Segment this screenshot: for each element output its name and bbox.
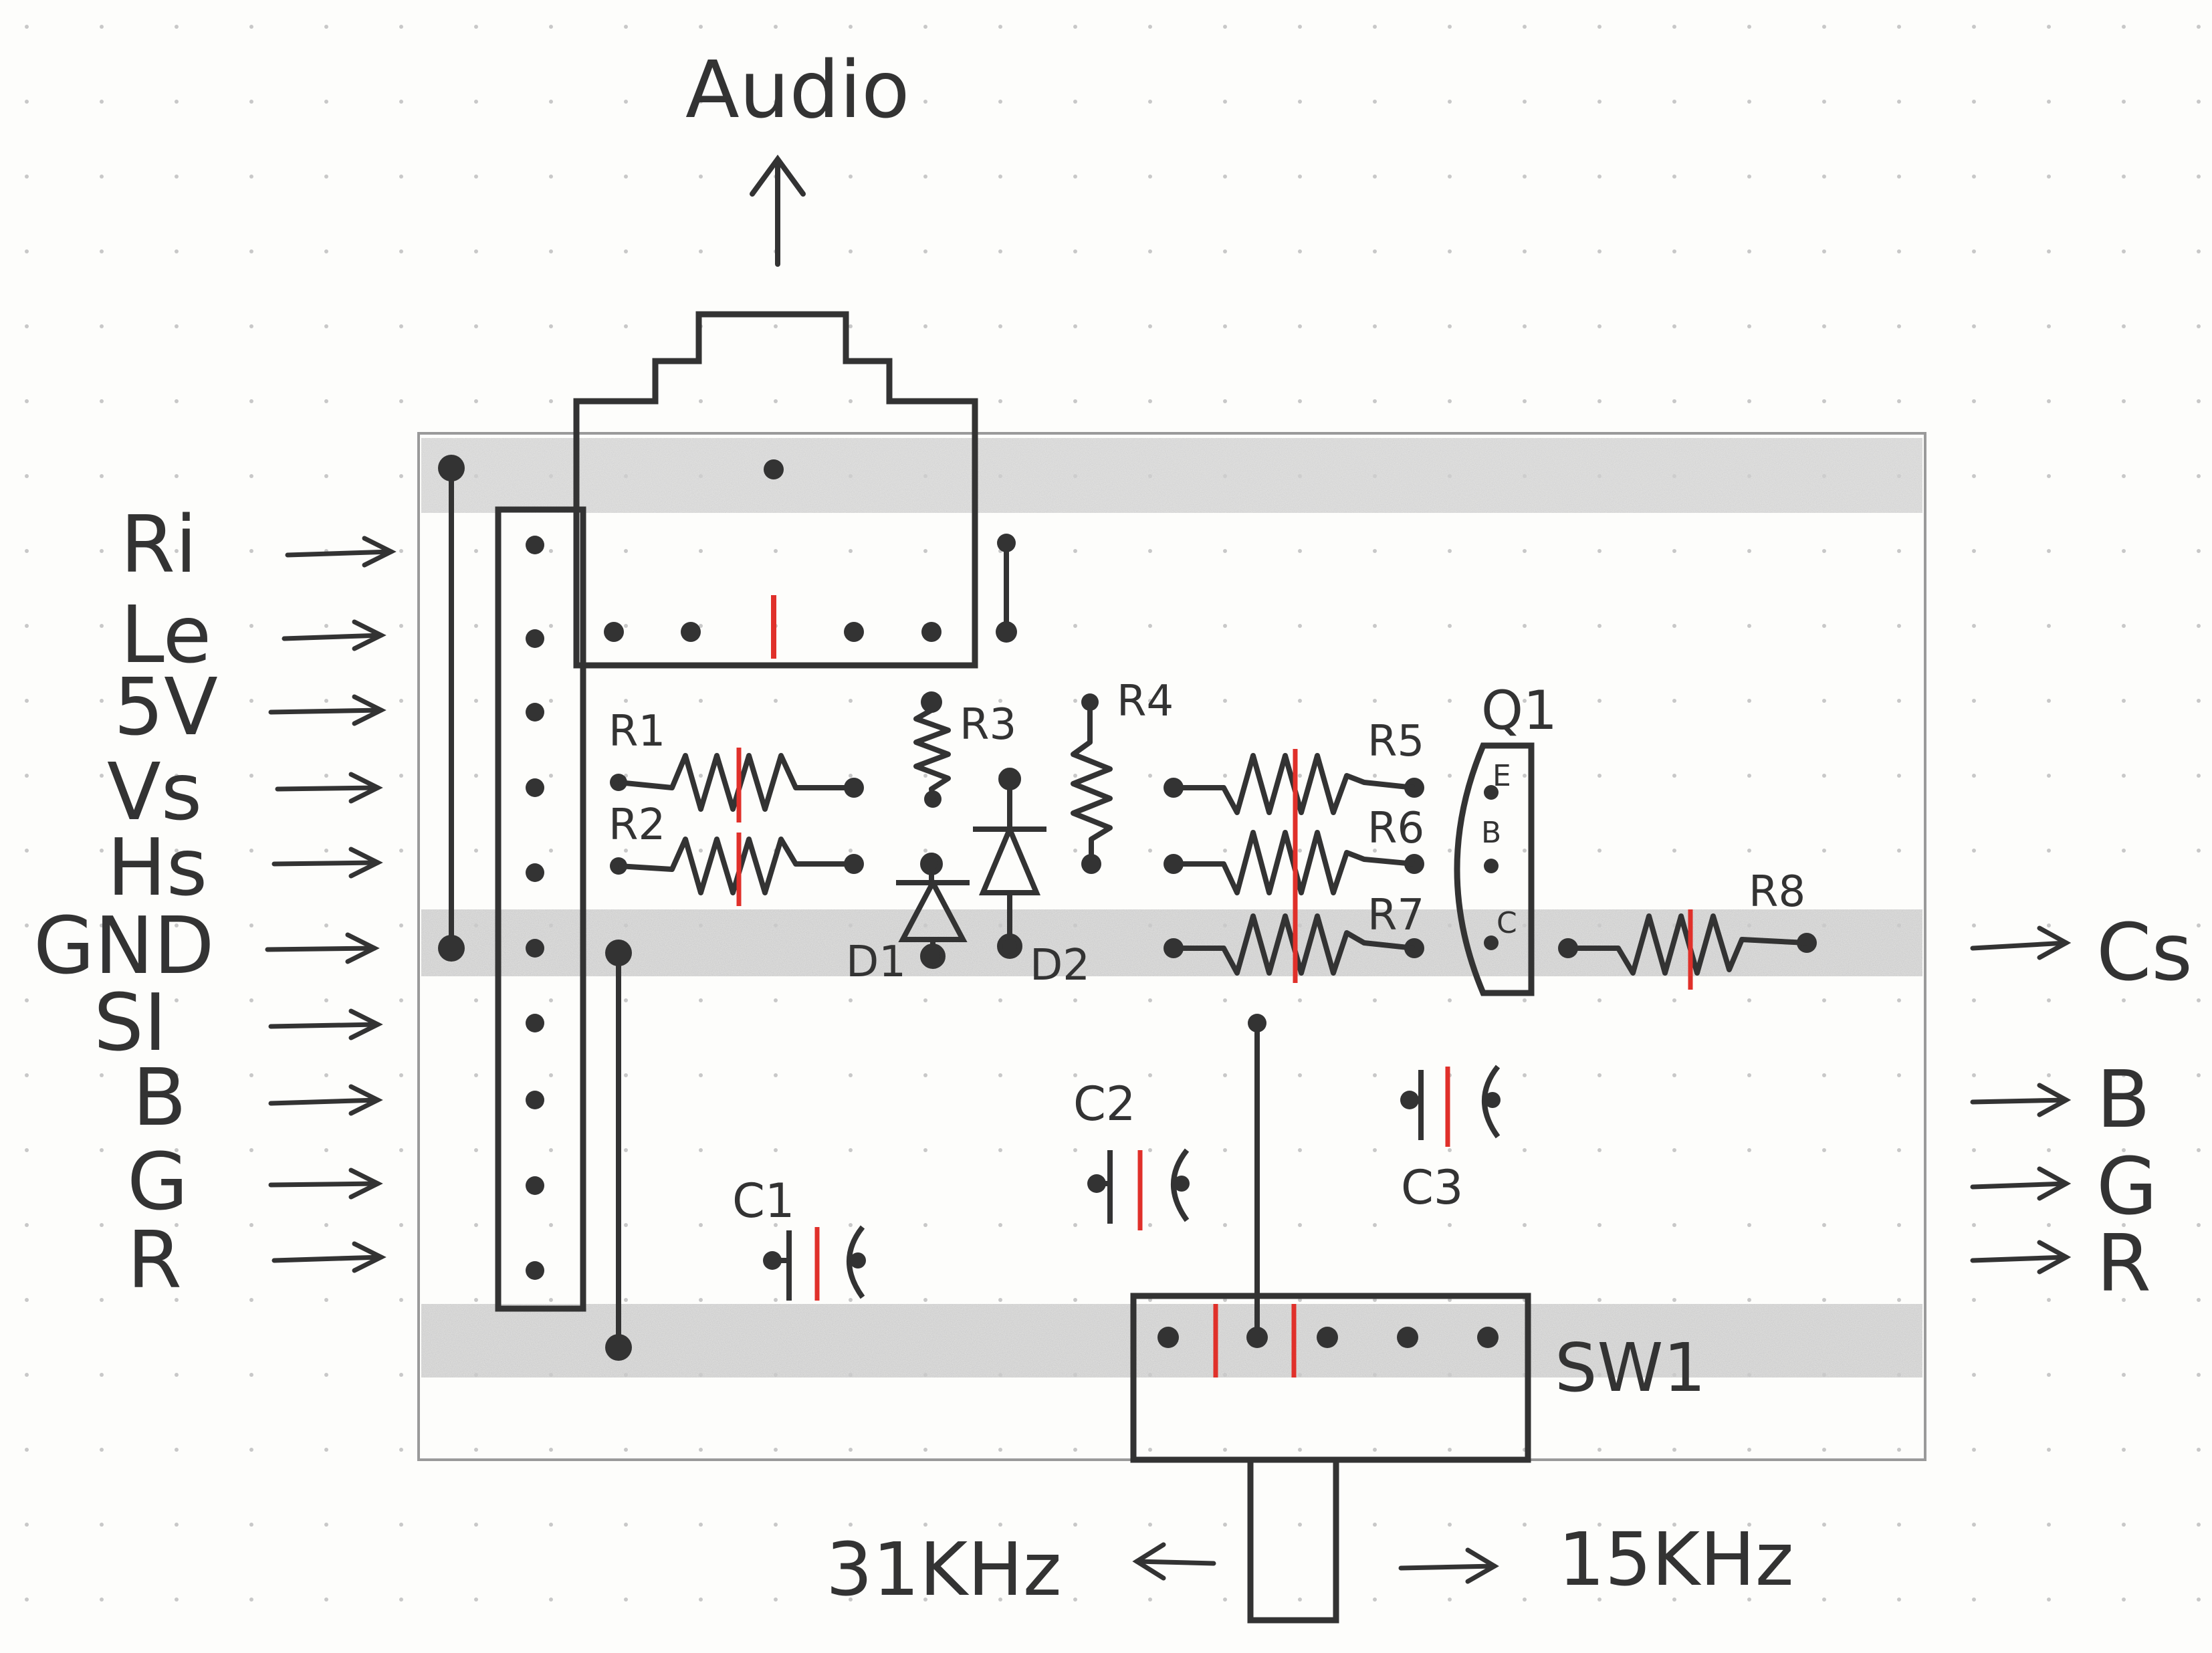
link-sw-center [1248,1014,1266,1337]
input-label-si: SI [94,976,167,1069]
input-label-hs: Hs [107,821,207,913]
input-labels: Ri Le 5V Vs Hs GND SI B G R [33,498,218,1306]
q1-label: Q1 [1481,679,1557,742]
copper-strips [421,438,1922,1378]
output-labels: Cs B G R [2096,906,2193,1309]
arrow-icon-out-r [1970,1240,2072,1275]
arrow-icon-vs [275,772,383,804]
arrow-icon-ri [285,536,397,568]
capacitor-c1: C1 [732,1174,866,1301]
switch-actuator [1247,1456,1339,1624]
strip-top-base [421,438,1922,513]
arrow-icon-si [268,1008,383,1040]
r2-label: R2 [609,800,665,850]
r4-label: R4 [1117,677,1174,726]
resistor-r6: R6 [1164,804,1424,903]
link-gnd-bottom [605,940,632,1361]
arrow-icon-le [282,619,386,651]
audio-arrow-icon [750,154,806,267]
resistor-r5: R5 [1164,717,1424,826]
sw1-label: SW1 [1555,1329,1706,1407]
transistor-q1: E B C Q1 [1454,679,1557,996]
arrow-icon-out-g [1970,1166,2072,1201]
audio-jack-pads [604,459,942,642]
c1-label: C1 [732,1174,794,1228]
q1-pin-e: E [1492,759,1511,793]
output-label-cs: Cs [2096,906,2193,998]
c3-label: C3 [1401,1160,1463,1215]
arrow-icon-gnd [265,932,380,964]
resistor-r3: R3 [913,691,1016,808]
resistor-r8: R8 [1558,867,1817,990]
diode-d1: D1 [846,853,970,987]
arrow-icon-5v [268,694,386,726]
q1-pin-b: B [1481,816,1501,850]
input-header [495,506,586,1312]
d1-label: D1 [846,938,906,987]
diode-d2: D2 [973,768,1090,990]
arrow-icon-out-cs [1970,925,2072,960]
resistor-r4: R4 [1071,677,1174,874]
resistor-r7: R7 [1164,891,1424,983]
q1-pin-c: C [1497,906,1517,940]
r6-label: R6 [1367,804,1424,853]
r1-label: R1 [609,707,665,756]
output-label-b: B [2096,1053,2150,1145]
arrow-right-icon [1398,1547,1499,1584]
r5-label: R5 [1367,717,1424,766]
arrow-icon-hs [271,847,383,879]
audio-jack [573,311,978,669]
link-left-long [438,455,465,962]
input-label-gnd: GND [33,899,215,992]
input-label-le: Le [120,588,211,681]
resistor-r1: R1 [609,707,864,822]
input-label-vs: Vs [107,746,202,838]
switch-left-label: 31KHz [826,1527,1062,1612]
d2-label: D2 [1030,941,1090,990]
r3-label: R3 [960,700,1016,750]
c2-label: C2 [1073,1077,1135,1131]
resistor-r2: R2 [609,800,864,906]
r8-label: R8 [1749,867,1805,917]
arrow-icon-out-b [1970,1083,2072,1117]
input-label-r: R [127,1214,182,1306]
input-label-ri: Ri [120,498,197,590]
output-label-r: R [2096,1217,2151,1309]
output-arrows [1970,925,2072,1275]
output-label-g: G [2096,1140,2157,1232]
switch-right-label: 15KHz [1558,1517,1794,1602]
input-label-5v: 5V [114,661,218,753]
audio-label: Audio [685,43,909,136]
input-label-g: G [127,1135,188,1228]
arrow-icon-b [268,1084,383,1116]
arrow-icon-r [271,1241,386,1273]
arrow-icon-g [268,1168,383,1200]
input-arrows [265,536,397,1273]
arrow-left-icon [1132,1542,1216,1581]
r7-label: R7 [1367,891,1424,940]
capacitor-c3: C3 [1400,1065,1501,1215]
capacitor-c2: C2 [1073,1077,1190,1230]
input-header-pads [526,536,544,1280]
input-label-b: B [132,1051,187,1143]
